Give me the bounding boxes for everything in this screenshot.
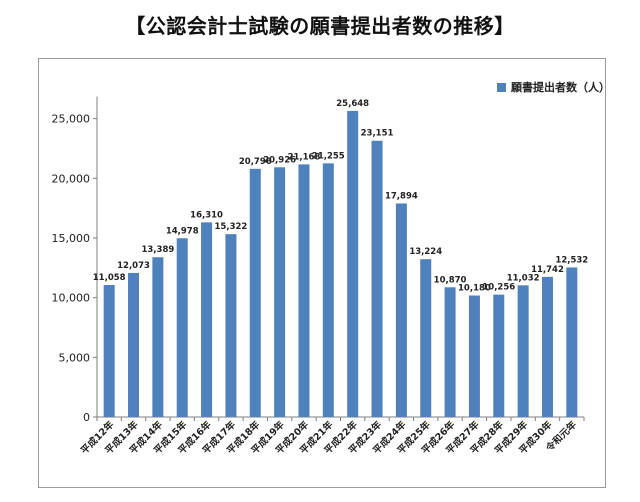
legend-label: 願書提出者数（人） [511, 81, 610, 94]
data-label: 20,926 [263, 155, 296, 165]
bar [298, 164, 310, 417]
data-label: 13,389 [141, 245, 174, 255]
data-label: 21,168 [288, 152, 321, 162]
bar [249, 168, 261, 417]
bar-chart: 05,00010,00015,00020,00025,00011,058平成12… [52, 96, 588, 457]
bar [201, 222, 213, 417]
data-label: 10,180 [458, 284, 491, 294]
bar [541, 276, 553, 417]
bar [103, 285, 115, 417]
bar [322, 163, 334, 417]
bar [444, 287, 456, 417]
data-label: 12,073 [117, 261, 150, 271]
y-tick-label: 5,000 [59, 351, 91, 364]
data-label: 10,256 [482, 283, 515, 293]
data-label: 11,058 [93, 273, 126, 283]
data-label: 13,224 [409, 247, 442, 257]
chart-legend: 願書提出者数（人） [497, 79, 610, 95]
bar [395, 203, 407, 417]
data-label: 25,648 [336, 99, 369, 109]
y-tick-label: 20,000 [52, 172, 91, 185]
data-label: 23,151 [361, 129, 394, 139]
bar [225, 234, 237, 417]
legend-swatch [497, 82, 506, 92]
bar [517, 285, 529, 417]
bar [468, 295, 480, 417]
y-tick-label: 15,000 [52, 232, 91, 245]
bar [176, 238, 188, 417]
bar [566, 267, 578, 417]
data-label: 10,870 [434, 275, 467, 285]
y-tick-label: 0 [83, 411, 90, 424]
data-label: 20,796 [239, 157, 272, 167]
bar [152, 257, 164, 417]
data-label: 16,310 [190, 210, 223, 220]
bar [128, 272, 140, 417]
bar [493, 294, 505, 417]
data-label: 12,532 [555, 255, 588, 265]
data-label: 11,032 [507, 273, 540, 283]
data-label: 17,894 [385, 191, 418, 201]
y-tick-label: 10,000 [52, 292, 91, 305]
bar [347, 110, 359, 417]
data-label: 15,322 [215, 222, 248, 232]
data-label: 11,742 [531, 265, 564, 275]
chart-area: 0 5,000 10,000 15,000 20,000 25,000 11,058 平成12… [38, 58, 610, 488]
bar [274, 167, 286, 417]
data-label: 14,978 [166, 226, 199, 236]
page-title: 【公認会計士試験の願書提出者数の推移】 [125, 14, 515, 38]
bar [420, 259, 432, 417]
bar [371, 140, 383, 418]
y-tick-label: 25,000 [52, 113, 91, 126]
data-label: 21,255 [312, 151, 345, 161]
